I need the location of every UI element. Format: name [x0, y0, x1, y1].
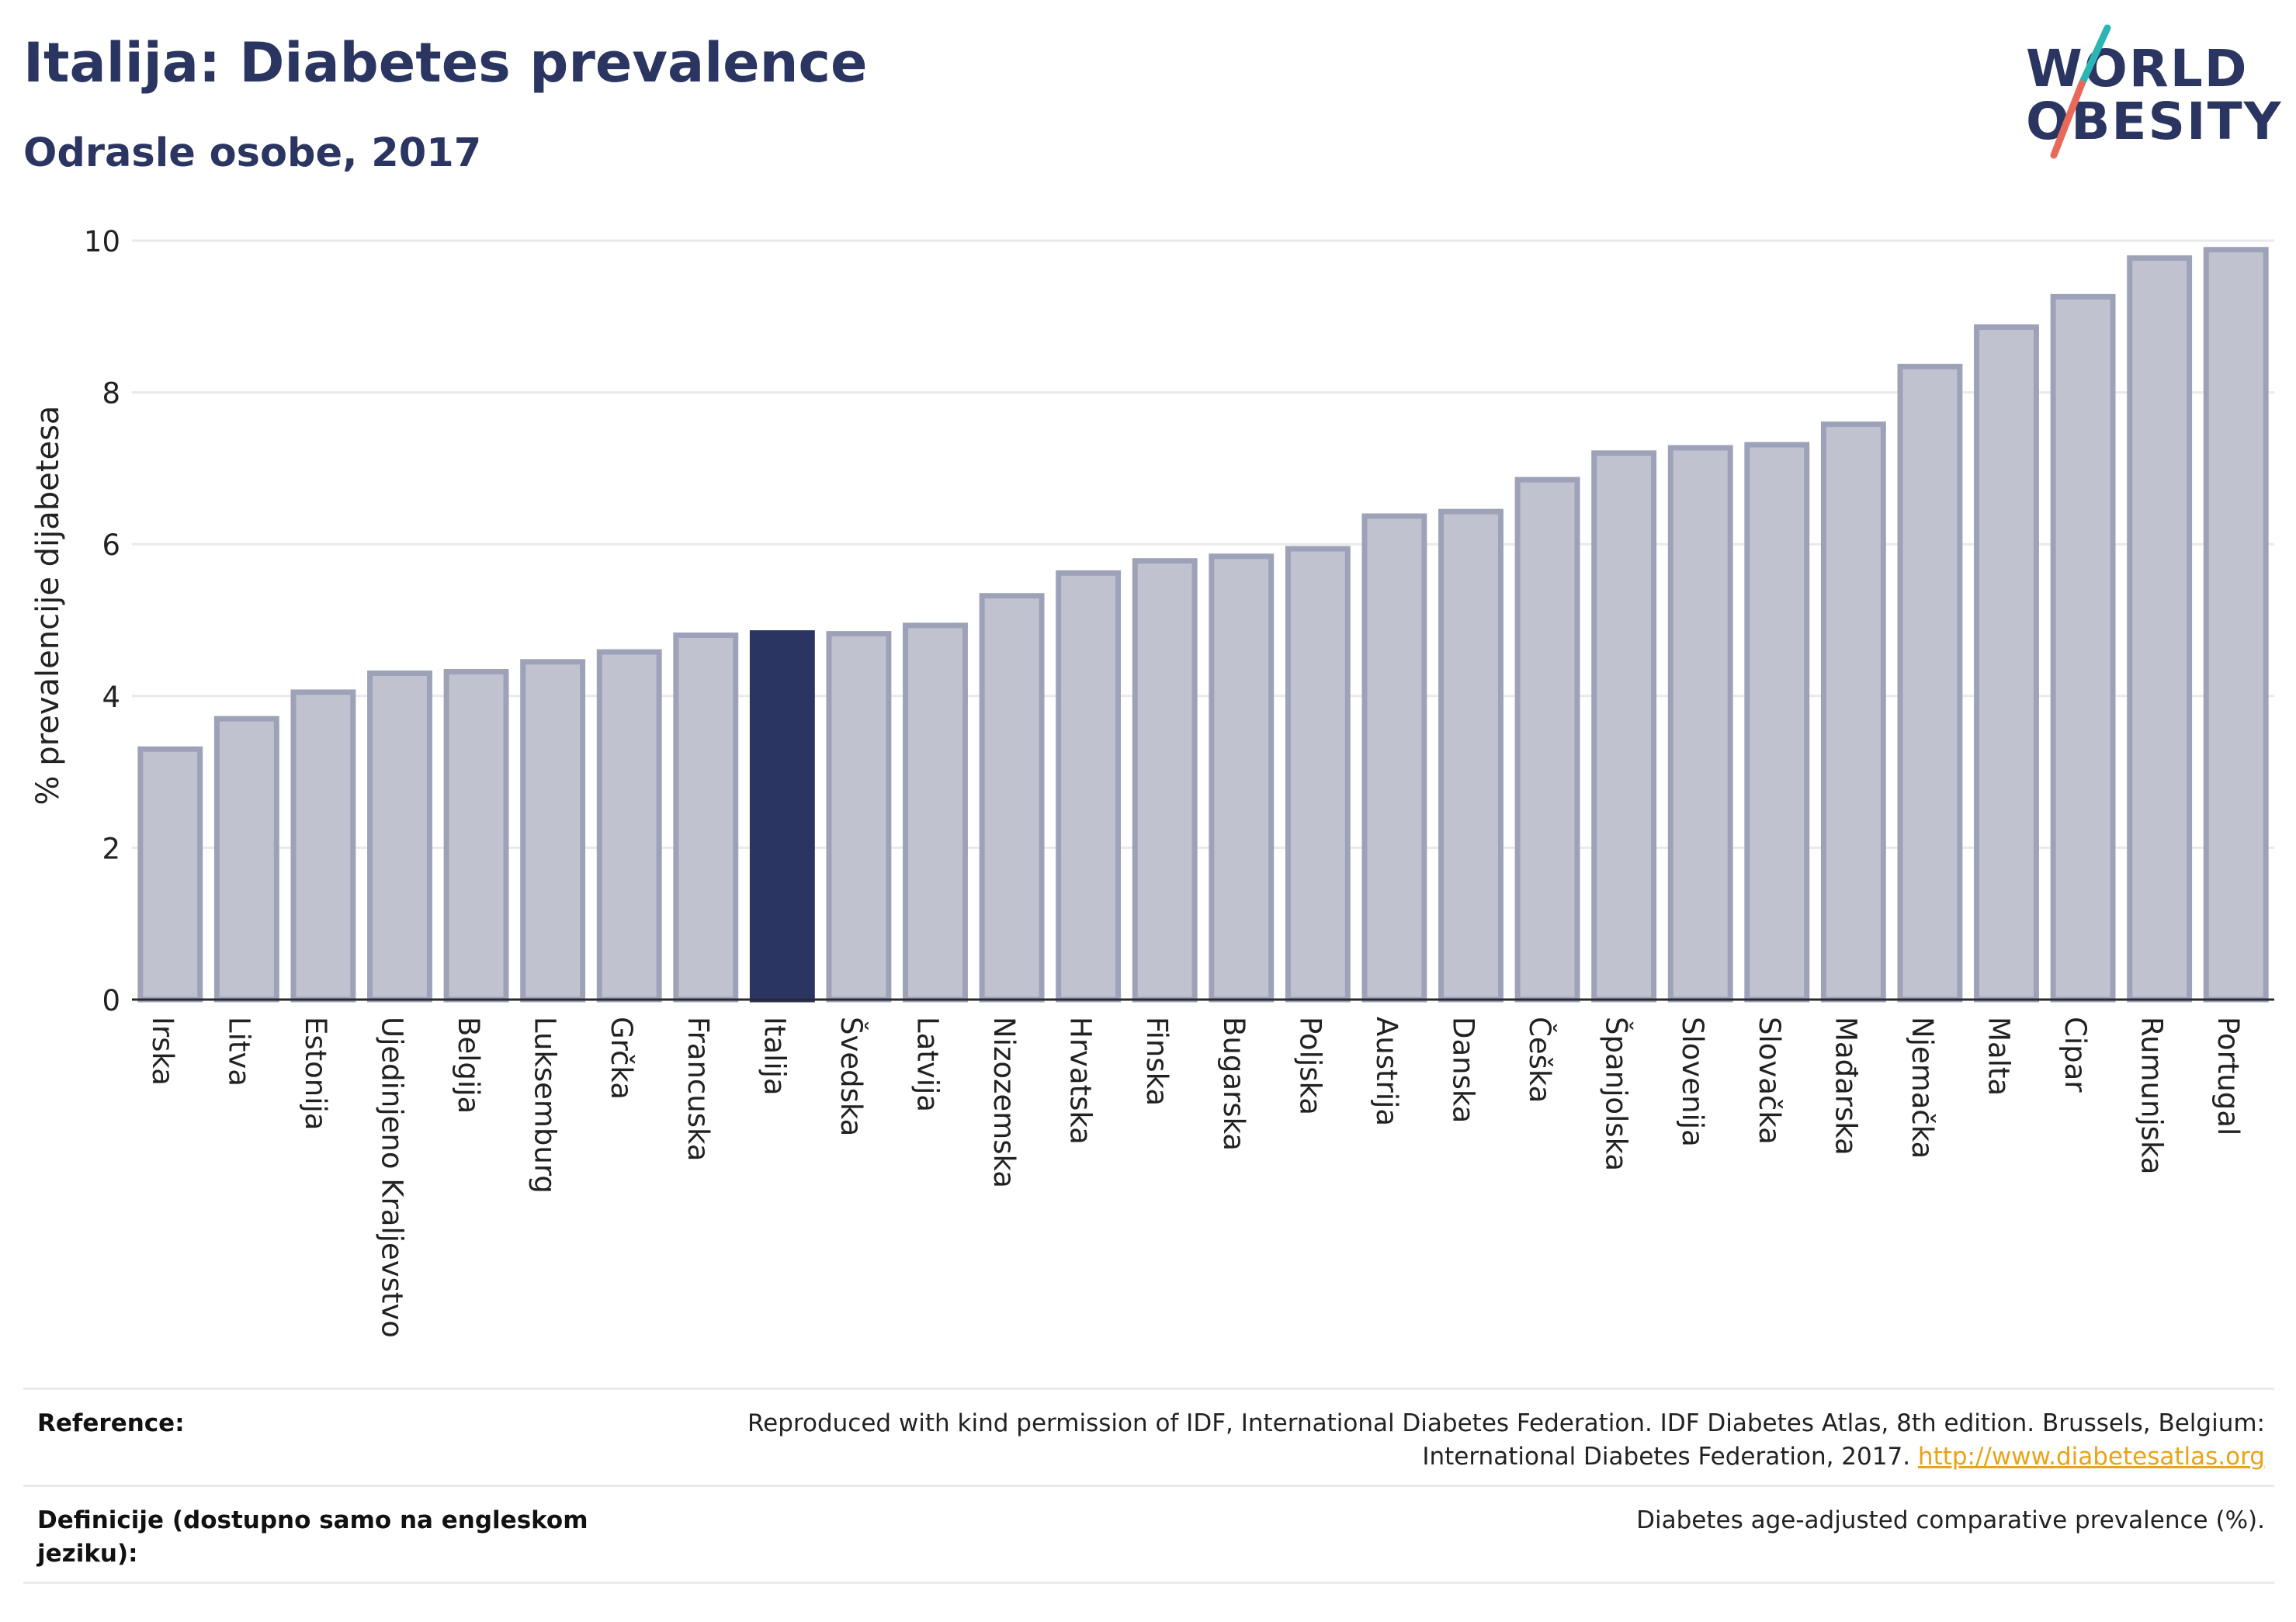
- x-tick-label: Francuska: [682, 1017, 715, 1161]
- bar-irska[interactable]: [137, 746, 203, 1003]
- x-tick-label: Latvija: [911, 1017, 945, 1112]
- bar-nizozemska[interactable]: [979, 593, 1045, 1003]
- x-tick-label: Malta: [1982, 1017, 2016, 1096]
- bar-finska[interactable]: [1132, 558, 1198, 1003]
- bar-litva[interactable]: [213, 716, 279, 1003]
- bar-belgija[interactable]: [443, 669, 509, 1003]
- logo-word-world: WORLD: [2026, 39, 2249, 99]
- x-tick-label: Njemačka: [1906, 1017, 1939, 1159]
- y-tick-label: 2: [102, 832, 120, 865]
- bar-chart: 0 2 4 6 8 10 Irska Litva Estonija Ujedinjeno Kra…: [84, 225, 2274, 1338]
- y-tick-label: 10: [84, 225, 120, 258]
- x-tick-label: Luksemburg: [529, 1017, 562, 1194]
- x-tick-label: Danska: [1447, 1017, 1480, 1123]
- bar-mađarska[interactable]: [1820, 421, 1886, 1003]
- x-tick-label: Litva: [222, 1017, 255, 1087]
- footer-definition-row: Definicije (dostupno samo na engleskom j…: [23, 1485, 2274, 1584]
- x-tick-label: Slovačka: [1753, 1017, 1786, 1145]
- page-title: Italija: Diabetes prevalence: [23, 31, 868, 95]
- bar-francuska[interactable]: [673, 633, 739, 1003]
- bar-cipar[interactable]: [2050, 293, 2116, 1003]
- x-tick-label: Irska: [146, 1017, 179, 1086]
- x-tick-label: Španjolska: [1600, 1017, 1634, 1171]
- reference-label: Reference:: [37, 1409, 185, 1437]
- bar-hrvatska[interactable]: [1056, 570, 1122, 1003]
- bar-švedska[interactable]: [826, 631, 892, 1003]
- reference-text: Reproduced with kind permission of IDF, …: [713, 1407, 2265, 1474]
- x-tick-label: Mađarska: [1829, 1017, 1862, 1156]
- x-tick-label: Slovenija: [1676, 1017, 1709, 1147]
- y-tick-label: 8: [102, 377, 120, 411]
- reference-text-line2-wrap: International Diabetes Federation, 2017.…: [713, 1440, 2265, 1474]
- x-tick-label: Portugal: [2211, 1017, 2245, 1135]
- definition-label: Definicije (dostupno samo na engleskom j…: [37, 1506, 588, 1568]
- x-tick-label: Estonija: [299, 1017, 332, 1130]
- footer-reference-row: Reference: Reproduced with kind permissi…: [23, 1388, 2274, 1485]
- bar-ujedinjeno-kraljevstvo[interactable]: [367, 670, 432, 1003]
- bar-danska[interactable]: [1438, 508, 1503, 1003]
- x-tick-label: Rumunjska: [2135, 1017, 2169, 1174]
- world-obesity-logo: WORLD OBESITY: [2026, 23, 2282, 163]
- bar-italija[interactable]: [749, 630, 815, 1003]
- x-tick-label: Ujedinjeno Kraljevstvo: [376, 1017, 409, 1338]
- bar-češka[interactable]: [1514, 477, 1580, 1003]
- bar-luksemburg[interactable]: [520, 659, 586, 1003]
- x-tick-label: Italija: [758, 1017, 791, 1096]
- reference-text-line2: International Diabetes Federation, 2017.: [1422, 1443, 1911, 1471]
- logo-slash-icon: [2050, 24, 2111, 159]
- bar-portugal[interactable]: [2203, 247, 2269, 1003]
- y-tick-label: 4: [102, 681, 120, 714]
- footer-table: Reference: Reproduced with kind permissi…: [23, 1388, 2274, 1584]
- reference-link[interactable]: http://www.diabetesatlas.org: [1917, 1443, 2265, 1471]
- bar-rumunjska[interactable]: [2127, 255, 2193, 1003]
- bar-estonija[interactable]: [290, 689, 356, 1003]
- x-tick-label: Bugarska: [1217, 1017, 1250, 1151]
- bar-malta[interactable]: [1974, 324, 2039, 1003]
- bar-slovenija[interactable]: [1667, 445, 1733, 1003]
- bar-španjolska[interactable]: [1591, 450, 1657, 1003]
- bar-bugarska[interactable]: [1209, 553, 1275, 1003]
- x-tick-label: Poljska: [1293, 1017, 1327, 1115]
- x-tick-label: Hrvatska: [1064, 1017, 1098, 1145]
- bar-latvija[interactable]: [903, 622, 968, 1003]
- bar-njemačka[interactable]: [1897, 363, 1963, 1003]
- y-tick-label: 0: [102, 984, 120, 1017]
- x-tick-label: Nizozemska: [987, 1017, 1021, 1188]
- x-tick-label: Belgija: [452, 1017, 485, 1114]
- reference-text-line1: Reproduced with kind permission of IDF, …: [747, 1409, 2265, 1437]
- bar-poljska[interactable]: [1285, 546, 1351, 1003]
- definition-text: Diabetes age-adjusted comparative preval…: [1636, 1506, 2265, 1534]
- bar-austrija[interactable]: [1361, 513, 1427, 1003]
- y-tick-label: 6: [102, 529, 120, 562]
- x-tick-label: Finska: [1140, 1017, 1174, 1106]
- x-tick-label: Švedska: [834, 1017, 869, 1136]
- x-tick-label: Grčka: [605, 1017, 638, 1100]
- page-subtitle: Odrasle osobe, 2017: [23, 130, 482, 176]
- x-tick-label: Češka: [1523, 1017, 1557, 1103]
- bar-slovačka[interactable]: [1744, 442, 1810, 1003]
- x-tick-label: Cipar: [2058, 1017, 2092, 1093]
- x-tick-label: Austrija: [1370, 1017, 1403, 1126]
- bar-grčka[interactable]: [596, 649, 662, 1003]
